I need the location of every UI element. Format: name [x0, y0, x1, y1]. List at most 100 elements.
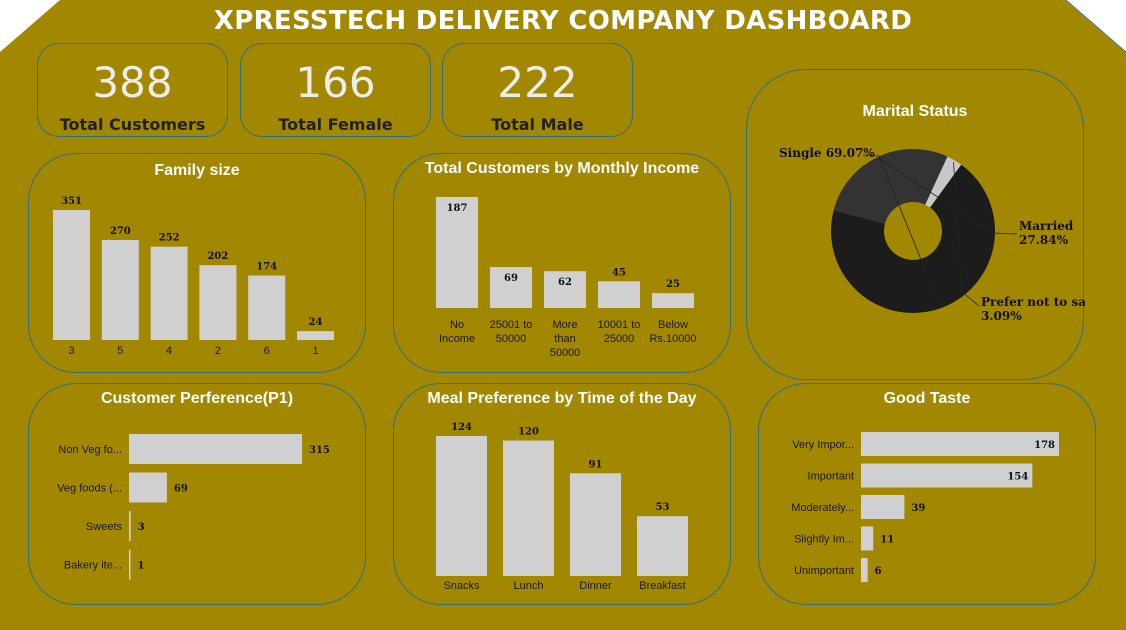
- kpi-total-female-label: Total Female: [278, 115, 393, 134]
- family-category-label: 1: [312, 345, 318, 357]
- meal-bar: [436, 436, 487, 576]
- marital-pct: 27.84%: [1019, 233, 1069, 247]
- meal-preference-title: Meal Preference by Time of the Day: [427, 390, 697, 407]
- income-bar: [436, 197, 478, 308]
- meal-value-label: 124: [451, 422, 472, 433]
- income-category-label: Below: [658, 319, 688, 331]
- kpi-total-female-value: 166: [295, 58, 376, 107]
- taste-value-label: 178: [1034, 440, 1055, 451]
- pref-bar: [129, 549, 131, 580]
- marital-label: Prefer not to sa: [981, 295, 1085, 309]
- taste-category-label: Slightly Im...: [794, 534, 854, 546]
- marital-slice-0: [831, 164, 995, 313]
- meal-bar: [637, 516, 688, 576]
- pref-value-label: 1: [138, 561, 145, 572]
- meal-value-label: 120: [518, 427, 539, 438]
- family-bar: [248, 275, 286, 340]
- income-category-label: 25001 to: [490, 319, 533, 331]
- pref-value-label: 69: [174, 484, 188, 495]
- family-value-label: 24: [309, 317, 323, 328]
- family-value-label: 351: [61, 196, 82, 207]
- family-category-label: 6: [264, 345, 270, 357]
- customer-preference-chart: Non Veg fo... 315 Veg foods (... 69 Sweets 3 B…: [57, 434, 330, 580]
- income-value-label: 45: [612, 267, 626, 278]
- family-size-card[interactable]: Family size 351 3 270 5 252 4 202 2 174 6 24 1: [28, 153, 366, 373]
- pref-value-label: 315: [309, 445, 330, 456]
- marital-status-title: Marital Status: [862, 103, 968, 120]
- monthly-income-card[interactable]: Total Customers by Monthly Income 187 No I…: [393, 153, 731, 373]
- income-category-label: No: [450, 319, 464, 331]
- income-category-label: 50000: [550, 347, 581, 359]
- kpi-total-male[interactable]: 222 Total Male: [442, 43, 633, 137]
- pref-bar: [129, 511, 131, 541]
- kpi-total-male-value: 222: [497, 58, 578, 107]
- kpi-total-female[interactable]: 166 Total Female: [240, 43, 431, 137]
- pref-category-label: Sweets: [86, 521, 123, 533]
- taste-bar: [861, 526, 874, 551]
- income-category-label: 10001 to: [598, 319, 641, 331]
- kpi-total-customers-value: 388: [92, 58, 173, 107]
- taste-category-label: Unimportant: [794, 565, 854, 577]
- meal-preference-chart: 124 Snacks 120 Lunch 91 Dinner 53 Breakfast: [436, 422, 688, 592]
- dashboard-title: XPRESSTECH DELIVERY COMPANY DASHBOARD: [213, 6, 913, 36]
- income-category-label: More: [552, 319, 577, 331]
- family-category-label: 2: [215, 345, 221, 357]
- taste-category-label: Very Impor...: [792, 439, 854, 451]
- customer-preference-card[interactable]: Customer Perference(P1) Non Veg fo... 315…: [28, 383, 366, 605]
- income-value-label: 62: [558, 277, 572, 288]
- taste-bar: [861, 432, 1059, 456]
- taste-bar: [861, 463, 1033, 488]
- monthly-income-title: Total Customers by Monthly Income: [424, 160, 700, 177]
- marital-label: Single 69.07%: [779, 146, 875, 160]
- income-value-label: 25: [666, 279, 680, 290]
- pref-category-label: Non Veg fo...: [58, 444, 122, 456]
- kpi-total-customers-label: Total Customers: [59, 115, 206, 134]
- family-size-chart: 351 3 270 5 252 4 202 2 174 6 24 1: [53, 196, 334, 357]
- meal-bar: [503, 440, 554, 576]
- family-bar: [101, 240, 139, 340]
- kpi-total-customers[interactable]: 388 Total Customers: [37, 43, 228, 137]
- marital-leader-line: [878, 158, 1018, 235]
- income-bar: [652, 293, 694, 308]
- meal-category-label: Snacks: [443, 580, 480, 592]
- monthly-income-chart: 187 No Income 69 25001 to 50000 62 More than 5000…: [436, 197, 697, 359]
- taste-value-label: 154: [1007, 472, 1028, 483]
- meal-category-label: Dinner: [579, 580, 612, 592]
- marital-label: Married: [1019, 219, 1074, 233]
- meal-category-label: Lunch: [514, 580, 544, 592]
- family-value-label: 252: [159, 233, 180, 244]
- marital-leader-line: [953, 161, 980, 307]
- good-taste-card[interactable]: Good Taste Very Impor... 178 Important 154 M…: [758, 383, 1096, 605]
- family-bar: [53, 210, 90, 340]
- income-bar: [490, 267, 532, 308]
- income-category-label: than: [554, 333, 575, 345]
- pref-category-label: Veg foods (...: [57, 483, 122, 495]
- income-category-label: 25000: [604, 333, 635, 345]
- meal-category-label: Breakfast: [639, 580, 685, 592]
- family-bar: [297, 331, 334, 340]
- meal-value-label: 53: [656, 502, 670, 513]
- pref-bar: [129, 472, 167, 503]
- income-category-label: Rs.10000: [649, 333, 696, 345]
- taste-value-label: 39: [911, 503, 925, 514]
- marital-slice-1: [833, 149, 948, 224]
- taste-value-label: 6: [875, 566, 882, 577]
- meal-preference-card[interactable]: Meal Preference by Time of the Day 124 Sn…: [393, 383, 731, 605]
- taste-bar: [861, 495, 905, 519]
- income-bar: [544, 271, 586, 308]
- income-category-label: 50000: [496, 333, 527, 345]
- marital-status-card[interactable]: Marital Status Single 69.07% Married 27.84…: [746, 69, 1085, 380]
- good-taste-title: Good Taste: [883, 390, 971, 407]
- meal-value-label: 91: [589, 459, 603, 470]
- family-category-label: 5: [117, 345, 123, 357]
- taste-category-label: Moderately...: [791, 502, 854, 514]
- pref-value-label: 3: [138, 522, 145, 533]
- kpi-total-male-label: Total Male: [491, 115, 584, 134]
- meal-bar: [570, 473, 621, 576]
- taste-value-label: 11: [880, 535, 894, 546]
- taste-category-label: Important: [808, 471, 854, 483]
- pref-category-label: Bakery ite...: [64, 560, 122, 572]
- family-bar: [150, 246, 188, 340]
